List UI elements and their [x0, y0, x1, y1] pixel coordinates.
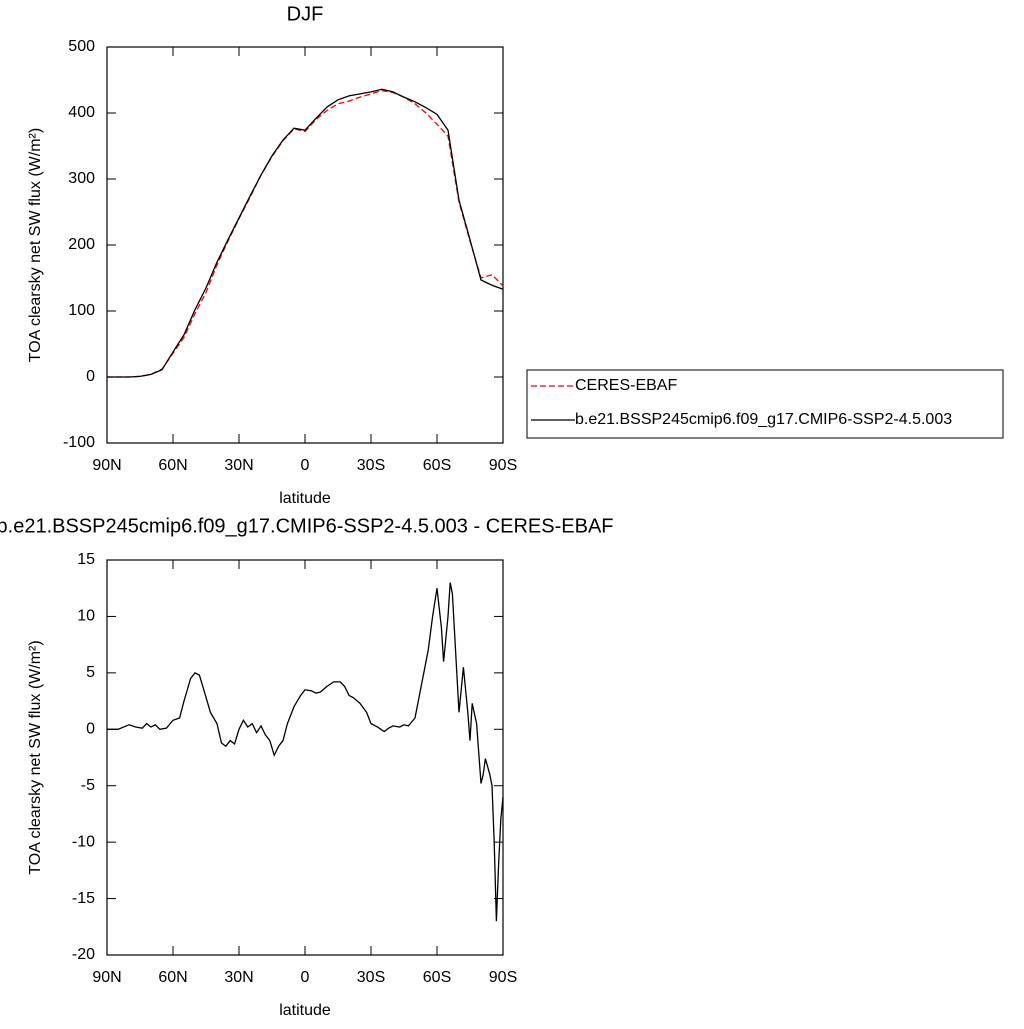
x-tick-label: 90S: [489, 969, 517, 986]
x-tick-label: 30N: [224, 969, 253, 986]
x-tick-label: 30N: [224, 457, 253, 474]
y-tick-label: 5: [86, 664, 95, 681]
x-tick-label: 0: [301, 457, 310, 474]
x-tick-label: 90N: [92, 457, 121, 474]
plot-frame: [106, 559, 504, 956]
data-line: [107, 88, 504, 378]
data-line: [107, 89, 504, 378]
y-tick-label: 300: [68, 170, 95, 187]
chart-title: DJF: [287, 3, 324, 25]
x-tick-label: 90S: [489, 457, 517, 474]
data-line: [107, 582, 504, 922]
x-axis-label: latitude: [279, 490, 331, 507]
y-tick-label: 200: [68, 236, 95, 253]
x-tick-label: 60S: [423, 969, 451, 986]
y-tick-label: -15: [72, 890, 95, 907]
y-tick-label: 500: [68, 38, 95, 55]
y-tick-label: -100: [63, 434, 95, 451]
chart-title: b.e21.BSSP245cmip6.f09_g17.CMIP6-SSP2-4.…: [0, 515, 613, 537]
y-tick-label: 100: [68, 302, 95, 319]
y-tick-label: 400: [68, 104, 95, 121]
legend-box: [526, 369, 1004, 439]
x-tick-label: 30S: [357, 457, 385, 474]
y-tick-label: 10: [77, 608, 95, 625]
y-tick-label: 0: [86, 368, 95, 385]
x-tick-label: 60N: [158, 969, 187, 986]
y-tick-label: 0: [86, 721, 95, 738]
legend-label: b.e21.BSSP245cmip6.f09_g17.CMIP6-SSP2-4.…: [575, 411, 952, 428]
y-tick-label: 15: [77, 551, 95, 568]
x-tick-label: 90N: [92, 969, 121, 986]
x-axis-label: latitude: [279, 1002, 331, 1019]
x-tick-label: 60N: [158, 457, 187, 474]
y-tick-label: -10: [72, 833, 95, 850]
x-tick-label: 0: [301, 969, 310, 986]
plot-frame: [106, 46, 504, 444]
y-tick-label: -20: [72, 946, 95, 963]
y-tick-label: -5: [81, 777, 95, 794]
y-axis-label: TOA clearsky net SW flux (W/m²): [27, 128, 44, 362]
y-axis-label: TOA clearsky net SW flux (W/m²): [27, 640, 44, 874]
legend-label: CERES-EBAF: [575, 377, 677, 394]
x-tick-label: 30S: [357, 969, 385, 986]
x-tick-label: 60S: [423, 457, 451, 474]
